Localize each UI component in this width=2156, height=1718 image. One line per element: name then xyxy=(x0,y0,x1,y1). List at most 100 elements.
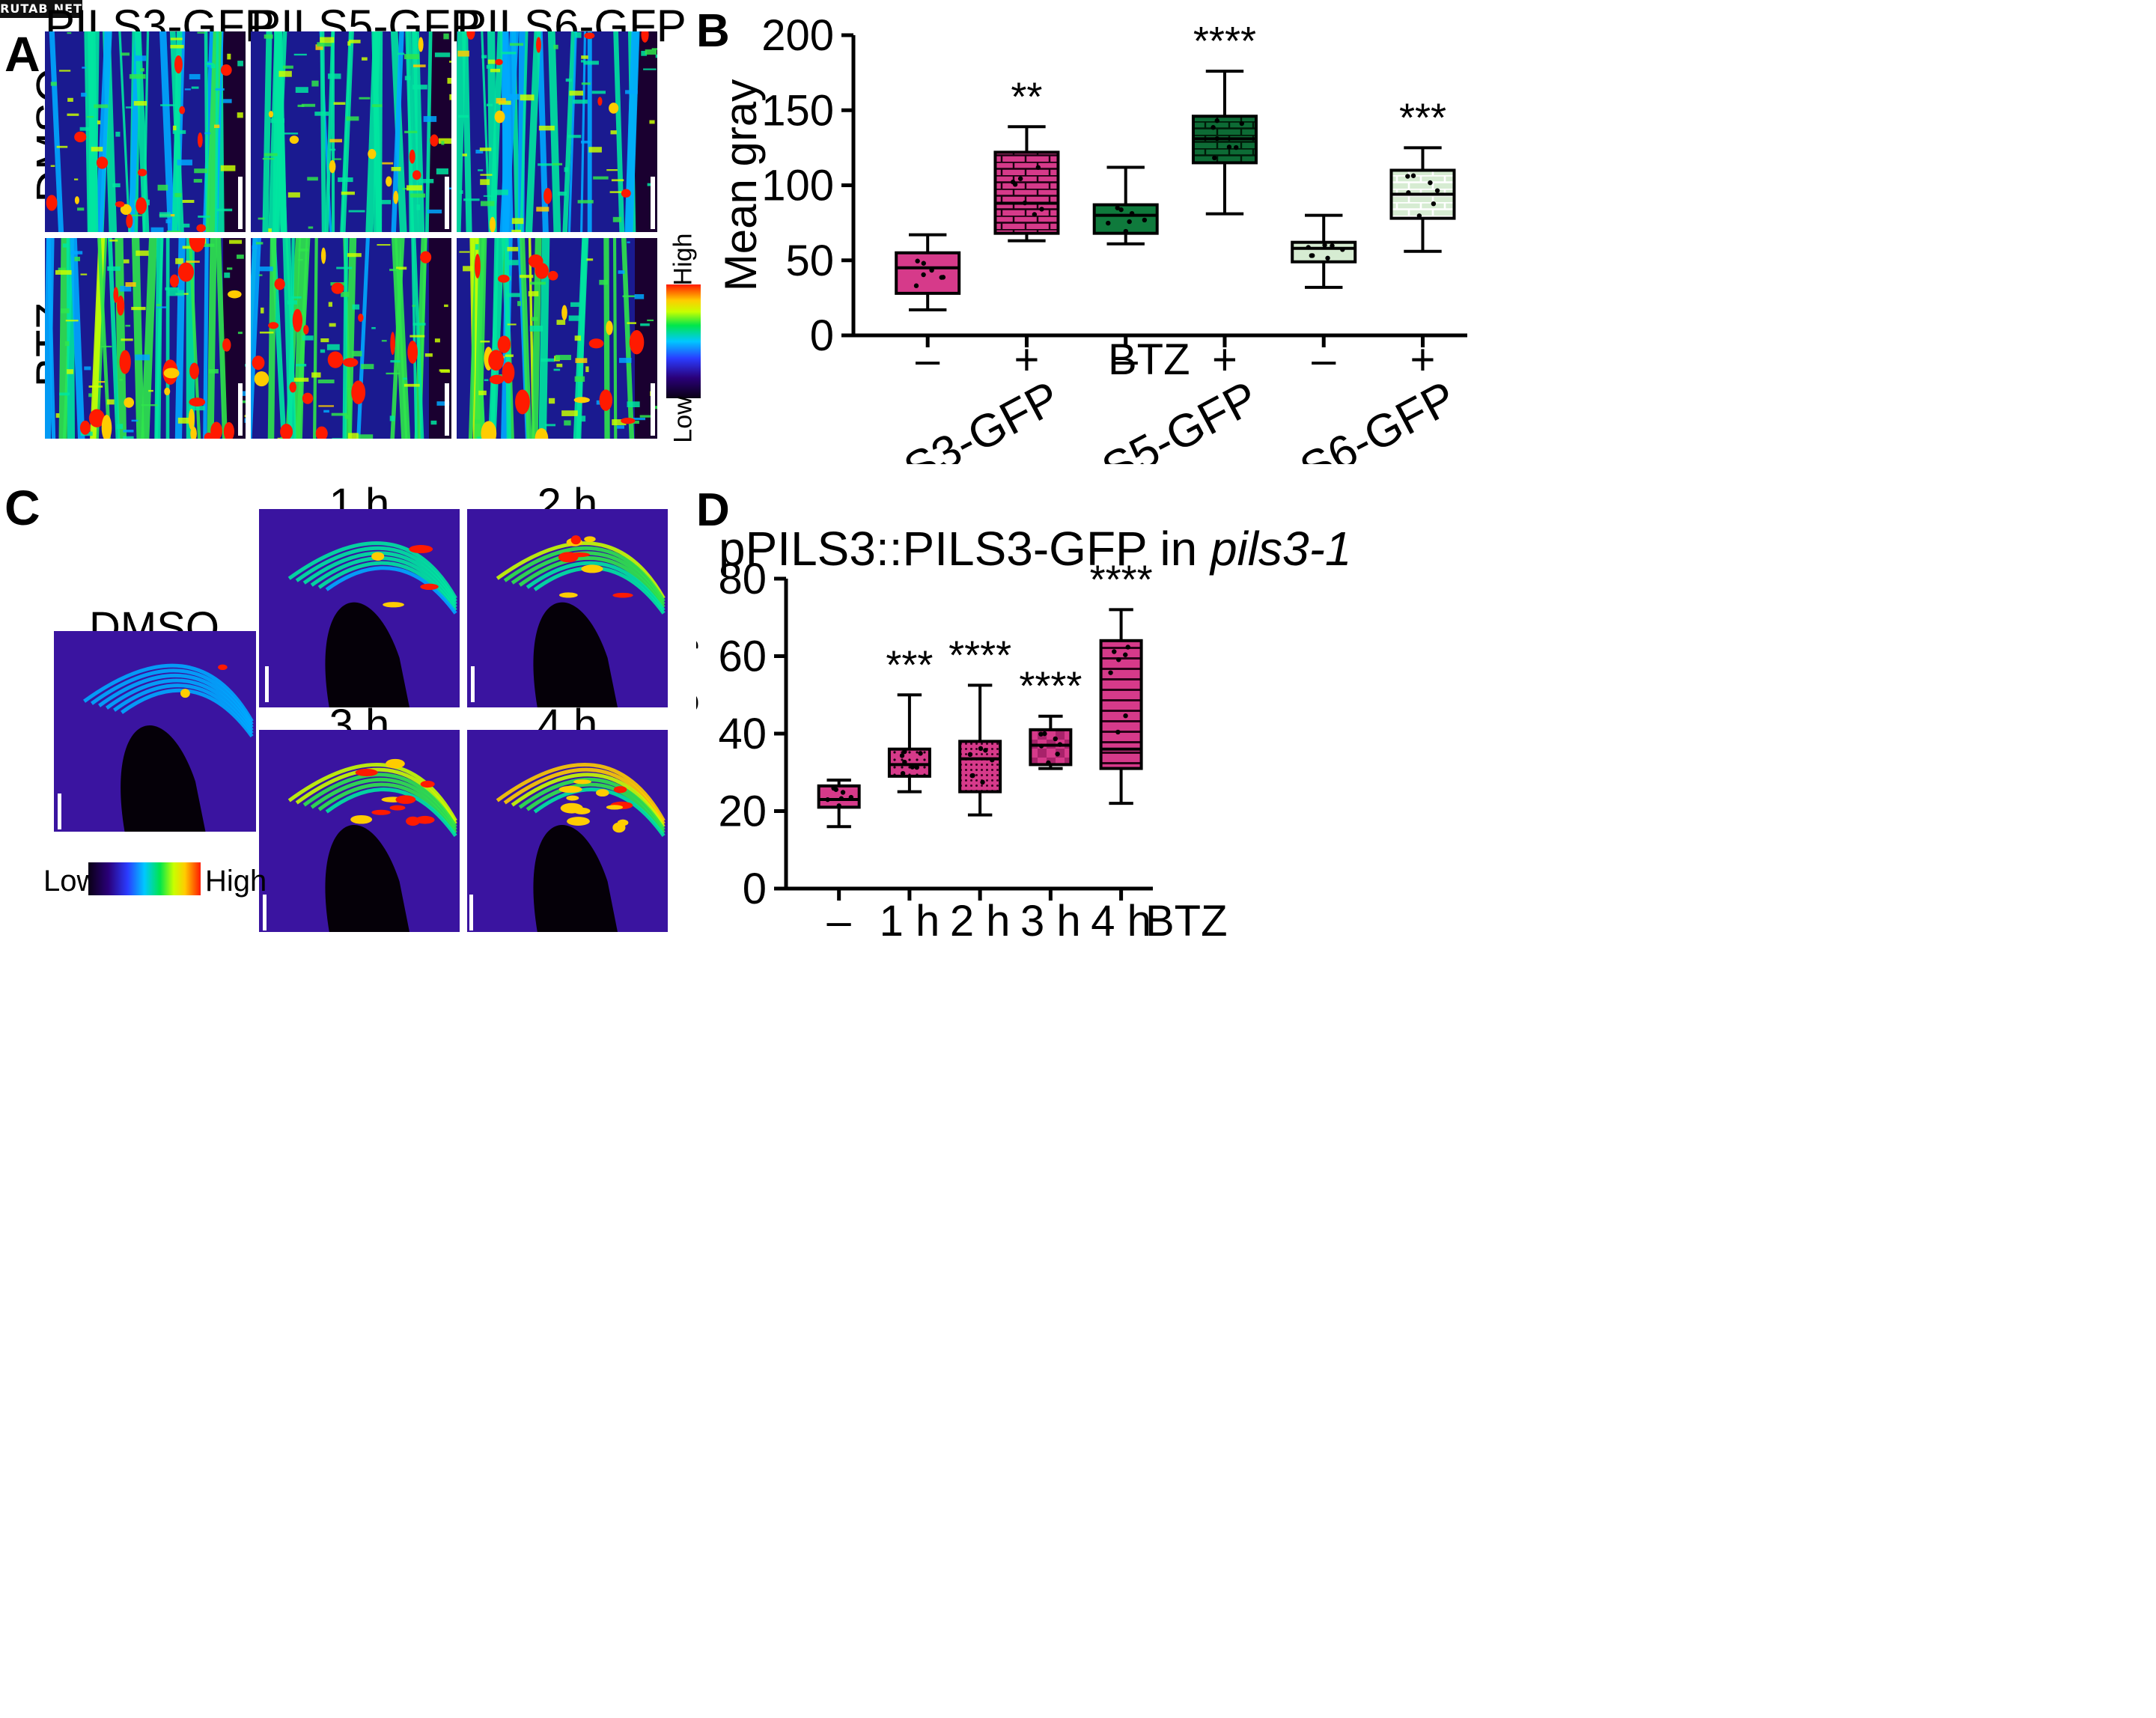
hot-spot xyxy=(567,817,590,826)
data-point xyxy=(1042,731,1047,737)
data-point xyxy=(990,758,995,763)
cell-membrane xyxy=(447,78,451,84)
cell-membrane xyxy=(449,94,451,100)
hot-spot xyxy=(418,37,424,52)
cell-membrane xyxy=(404,383,420,387)
cell-membrane xyxy=(148,389,153,392)
cell-membrane xyxy=(258,274,263,276)
panel-b-letter: B xyxy=(696,5,730,57)
cell-membrane xyxy=(506,260,519,266)
treatment-label: BTZ xyxy=(1108,335,1190,384)
hot-spot xyxy=(274,278,285,290)
hot-spot xyxy=(124,397,135,408)
data-point xyxy=(1325,255,1330,261)
hot-spot xyxy=(613,786,627,793)
hot-spot xyxy=(358,313,364,322)
cell-file xyxy=(310,556,457,609)
cell-membrane xyxy=(545,424,556,427)
cell-membrane xyxy=(409,335,425,338)
cell-membrane xyxy=(177,159,192,165)
cell-membrane xyxy=(612,419,627,426)
cell-membrane xyxy=(84,366,91,371)
hook-lumen xyxy=(325,824,409,932)
hook-lumen xyxy=(533,602,618,707)
data-point xyxy=(1017,176,1023,181)
hot-spot xyxy=(409,149,415,164)
scale-bar xyxy=(238,177,243,229)
cell-membrane xyxy=(314,112,329,116)
hot-spot xyxy=(588,338,604,349)
cell-membrane xyxy=(564,420,571,426)
hot-spot xyxy=(351,380,366,404)
cell-membrane xyxy=(204,132,211,135)
hot-spot xyxy=(389,805,406,811)
cell-membrane xyxy=(227,267,233,270)
btz-sign: – xyxy=(1312,335,1336,384)
cell-membrane xyxy=(317,379,335,384)
box xyxy=(895,251,961,295)
cell-membrane xyxy=(296,364,307,367)
hot-spot xyxy=(302,392,314,404)
scale-bar xyxy=(58,793,61,829)
cell-membrane xyxy=(167,290,184,296)
cell-membrane xyxy=(347,253,362,258)
cell-membrane xyxy=(67,113,79,116)
data-point xyxy=(825,796,830,802)
cell-membrane xyxy=(475,244,479,250)
cell-membrane xyxy=(430,420,437,425)
hot-spot xyxy=(101,415,112,439)
cell-membrane xyxy=(109,239,118,242)
cell-membrane xyxy=(229,240,243,244)
hot-spot xyxy=(180,689,190,698)
cell-wall xyxy=(312,238,318,439)
hot-spot xyxy=(528,254,543,268)
hot-spot xyxy=(292,308,303,332)
cell-membrane xyxy=(341,191,355,195)
cell-membrane xyxy=(389,269,399,272)
cell-membrane xyxy=(237,61,243,67)
cell-membrane xyxy=(135,250,149,256)
significance-label: **** xyxy=(1019,664,1082,709)
cell-membrane xyxy=(278,70,292,77)
hot-spot xyxy=(113,287,119,303)
cell-wall xyxy=(70,238,85,439)
cell-wall xyxy=(342,238,349,439)
hot-spot xyxy=(599,389,613,411)
cell-wall xyxy=(267,238,277,439)
data-point xyxy=(899,753,905,758)
cell-membrane xyxy=(186,261,200,264)
data-point xyxy=(838,796,844,801)
cell-file xyxy=(518,556,666,609)
hot-spot xyxy=(581,564,603,573)
panel-d-chart: D pPILS3::PILS3-GFP in pils3-1 0 20 40 60 80… xyxy=(696,484,1351,943)
cell-membrane xyxy=(88,385,103,388)
cell-file xyxy=(317,561,457,612)
cell-membrane xyxy=(121,338,133,341)
cell-membrane xyxy=(67,32,72,34)
cell-wall xyxy=(547,31,561,232)
cell-membrane xyxy=(50,82,57,86)
cell-membrane xyxy=(553,44,558,49)
cell-membrane xyxy=(507,323,517,326)
micrograph-pils3-btz xyxy=(45,238,246,439)
cell-membrane xyxy=(641,50,648,56)
hot-spot xyxy=(597,97,603,106)
category-label: – xyxy=(827,897,852,943)
cell-wall xyxy=(324,31,335,232)
cell-membrane xyxy=(556,363,563,368)
cell-membrane xyxy=(283,132,299,135)
data-point xyxy=(915,258,920,264)
cell-membrane xyxy=(577,200,594,204)
cell-membrane xyxy=(505,354,514,357)
data-point xyxy=(914,764,919,770)
cell-membrane xyxy=(386,372,401,375)
hot-spot xyxy=(543,187,552,204)
cell-membrane xyxy=(74,256,80,261)
scale-bar xyxy=(265,666,269,702)
hot-spot xyxy=(584,32,595,40)
data-point xyxy=(1115,729,1121,735)
cell-membrane xyxy=(106,399,115,405)
hot-spot xyxy=(254,371,270,387)
cell-membrane xyxy=(252,245,258,249)
cell-membrane xyxy=(119,379,123,381)
